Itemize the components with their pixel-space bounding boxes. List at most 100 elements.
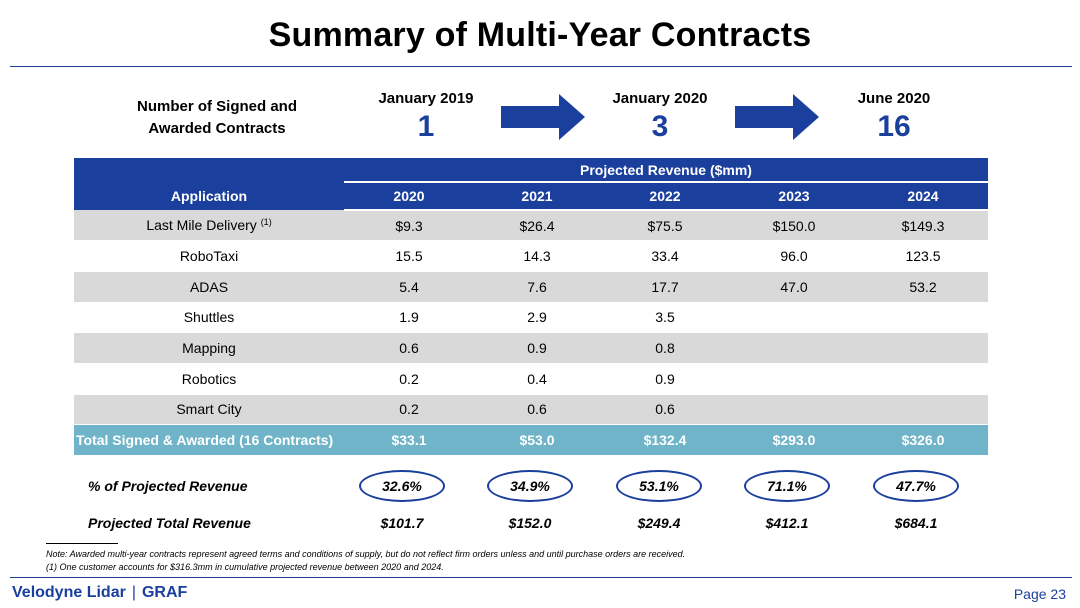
- value-cell: 123.5: [858, 240, 988, 272]
- footnote: (1) One customer accounts for $316.3mm i…: [46, 562, 444, 572]
- contracts-count-label: Number of Signed and Awarded Contracts: [112, 96, 322, 140]
- total-value: $326.0: [858, 424, 988, 457]
- value-cell: 53.2: [858, 271, 988, 303]
- period-date: January 2020: [612, 90, 708, 107]
- disclaimer-note: Note: Awarded multi-year contracts repre…: [46, 549, 686, 559]
- pct-revenue-badge: 47.7%: [873, 470, 959, 502]
- pct-revenue-badge: 32.6%: [359, 470, 445, 502]
- value-cell: $9.3: [344, 210, 474, 242]
- value-cell: [730, 302, 858, 334]
- projected-total-value: $412.1: [765, 515, 809, 531]
- period-jan-2020: January 2020 3: [580, 90, 740, 145]
- note-divider: [46, 543, 118, 544]
- page-title: Summary of Multi-Year Contracts: [268, 16, 812, 54]
- value-cell: $75.5: [600, 210, 730, 242]
- period-jan-2019: January 2019 1: [346, 90, 506, 145]
- value-cell: 0.9: [474, 332, 600, 364]
- table-row: Shuttles 1.9 2.9 3.5: [74, 302, 988, 334]
- projected-total-value: $249.4: [637, 515, 681, 531]
- total-value: $293.0: [730, 424, 858, 457]
- application-cell: RoboTaxi: [74, 240, 344, 272]
- value-cell: 5.4: [344, 271, 474, 303]
- value-cell: 33.4: [600, 240, 730, 272]
- value-cell: 15.5: [344, 240, 474, 272]
- value-cell: 2.9: [474, 302, 600, 334]
- table-row: Robotics 0.2 0.4 0.9: [74, 363, 988, 395]
- revenue-header: Projected Revenue ($mm): [344, 158, 988, 183]
- projected-total-value: $101.7: [380, 515, 424, 531]
- value-cell: $149.3: [858, 210, 988, 242]
- right-arrow-icon: [735, 94, 819, 140]
- value-cell: 0.4: [474, 363, 600, 395]
- value-cell: [858, 363, 988, 395]
- footer-divider: [10, 577, 1072, 578]
- table-row: ADAS 5.4 7.6 17.7 47.0 53.2: [74, 271, 988, 303]
- projected-total-value: $152.0: [508, 515, 552, 531]
- table-row: Last Mile Delivery (1) $9.3 $26.4 $75.5 …: [74, 210, 988, 242]
- application-cell: Shuttles: [74, 302, 344, 334]
- value-cell: 47.0: [730, 271, 858, 303]
- year-header: 2024: [858, 182, 988, 211]
- value-cell: 0.2: [344, 394, 474, 426]
- period-count: 1: [417, 110, 435, 143]
- value-cell: 14.3: [474, 240, 600, 272]
- contracts-label-line2: Awarded Contracts: [148, 120, 286, 137]
- year-header: 2022: [600, 182, 730, 211]
- projected-total-label: Projected Total Revenue: [88, 515, 251, 531]
- total-value: $33.1: [344, 424, 474, 457]
- table-row: Mapping 0.6 0.9 0.8: [74, 332, 988, 364]
- application-name: Last Mile Delivery: [146, 217, 257, 234]
- value-cell: 96.0: [730, 240, 858, 272]
- value-cell: 0.6: [344, 332, 474, 364]
- value-cell: 3.5: [600, 302, 730, 334]
- value-cell: $26.4: [474, 210, 600, 242]
- total-value: $132.4: [600, 424, 730, 457]
- page-number: Page 23: [1013, 586, 1066, 602]
- application-header: Application: [74, 182, 344, 210]
- value-cell: 0.6: [474, 394, 600, 426]
- header-blank: [74, 158, 344, 182]
- table-row: RoboTaxi 15.5 14.3 33.4 96.0 123.5: [74, 240, 988, 272]
- value-cell: [858, 332, 988, 364]
- total-row: Total Signed & Awarded (16 Contracts) $3…: [74, 424, 988, 457]
- total-label: Total Signed & Awarded (16 Contracts): [74, 424, 344, 457]
- graf-logo: GRAF: [141, 584, 188, 601]
- year-header: 2023: [730, 182, 858, 211]
- pct-revenue-label: % of Projected Revenue: [88, 478, 248, 494]
- year-header: 2020: [344, 182, 474, 211]
- application-cell: Smart City: [74, 394, 344, 426]
- value-cell: [730, 394, 858, 426]
- period-count: 3: [651, 110, 669, 143]
- period-date: June 2020: [857, 90, 931, 107]
- right-arrow-icon: [501, 94, 585, 140]
- value-cell: 17.7: [600, 271, 730, 303]
- title-divider: [10, 66, 1072, 67]
- value-cell: [730, 332, 858, 364]
- pct-revenue-badge: 34.9%: [487, 470, 573, 502]
- footnote-marker: (1): [260, 217, 272, 228]
- projected-revenue-table: Projected Revenue ($mm) Application 2020…: [74, 158, 988, 457]
- application-cell: Last Mile Delivery (1): [74, 210, 344, 242]
- brand-separator: |: [131, 584, 136, 601]
- value-cell: 0.8: [600, 332, 730, 364]
- period-jun-2020: June 2020 16: [814, 90, 974, 145]
- pct-revenue-badge: 53.1%: [616, 470, 702, 502]
- contracts-label-line1: Number of Signed and: [136, 98, 297, 115]
- value-cell: [858, 302, 988, 334]
- pct-revenue-badge: 71.1%: [744, 470, 830, 502]
- application-cell: Robotics: [74, 363, 344, 395]
- period-date: January 2019: [378, 90, 474, 107]
- value-cell: $150.0: [730, 210, 858, 242]
- value-cell: 1.9: [344, 302, 474, 334]
- total-value: $53.0: [474, 424, 600, 457]
- year-header: 2021: [474, 182, 600, 211]
- value-cell: 0.9: [600, 363, 730, 395]
- value-cell: 7.6: [474, 271, 600, 303]
- footer-brand: Velodyne Lidar | GRAF: [12, 584, 187, 602]
- value-cell: 0.6: [600, 394, 730, 426]
- value-cell: [730, 363, 858, 395]
- period-count: 16: [877, 110, 911, 143]
- value-cell: 0.2: [344, 363, 474, 395]
- application-cell: ADAS: [74, 271, 344, 303]
- projected-total-value: $684.1: [894, 515, 938, 531]
